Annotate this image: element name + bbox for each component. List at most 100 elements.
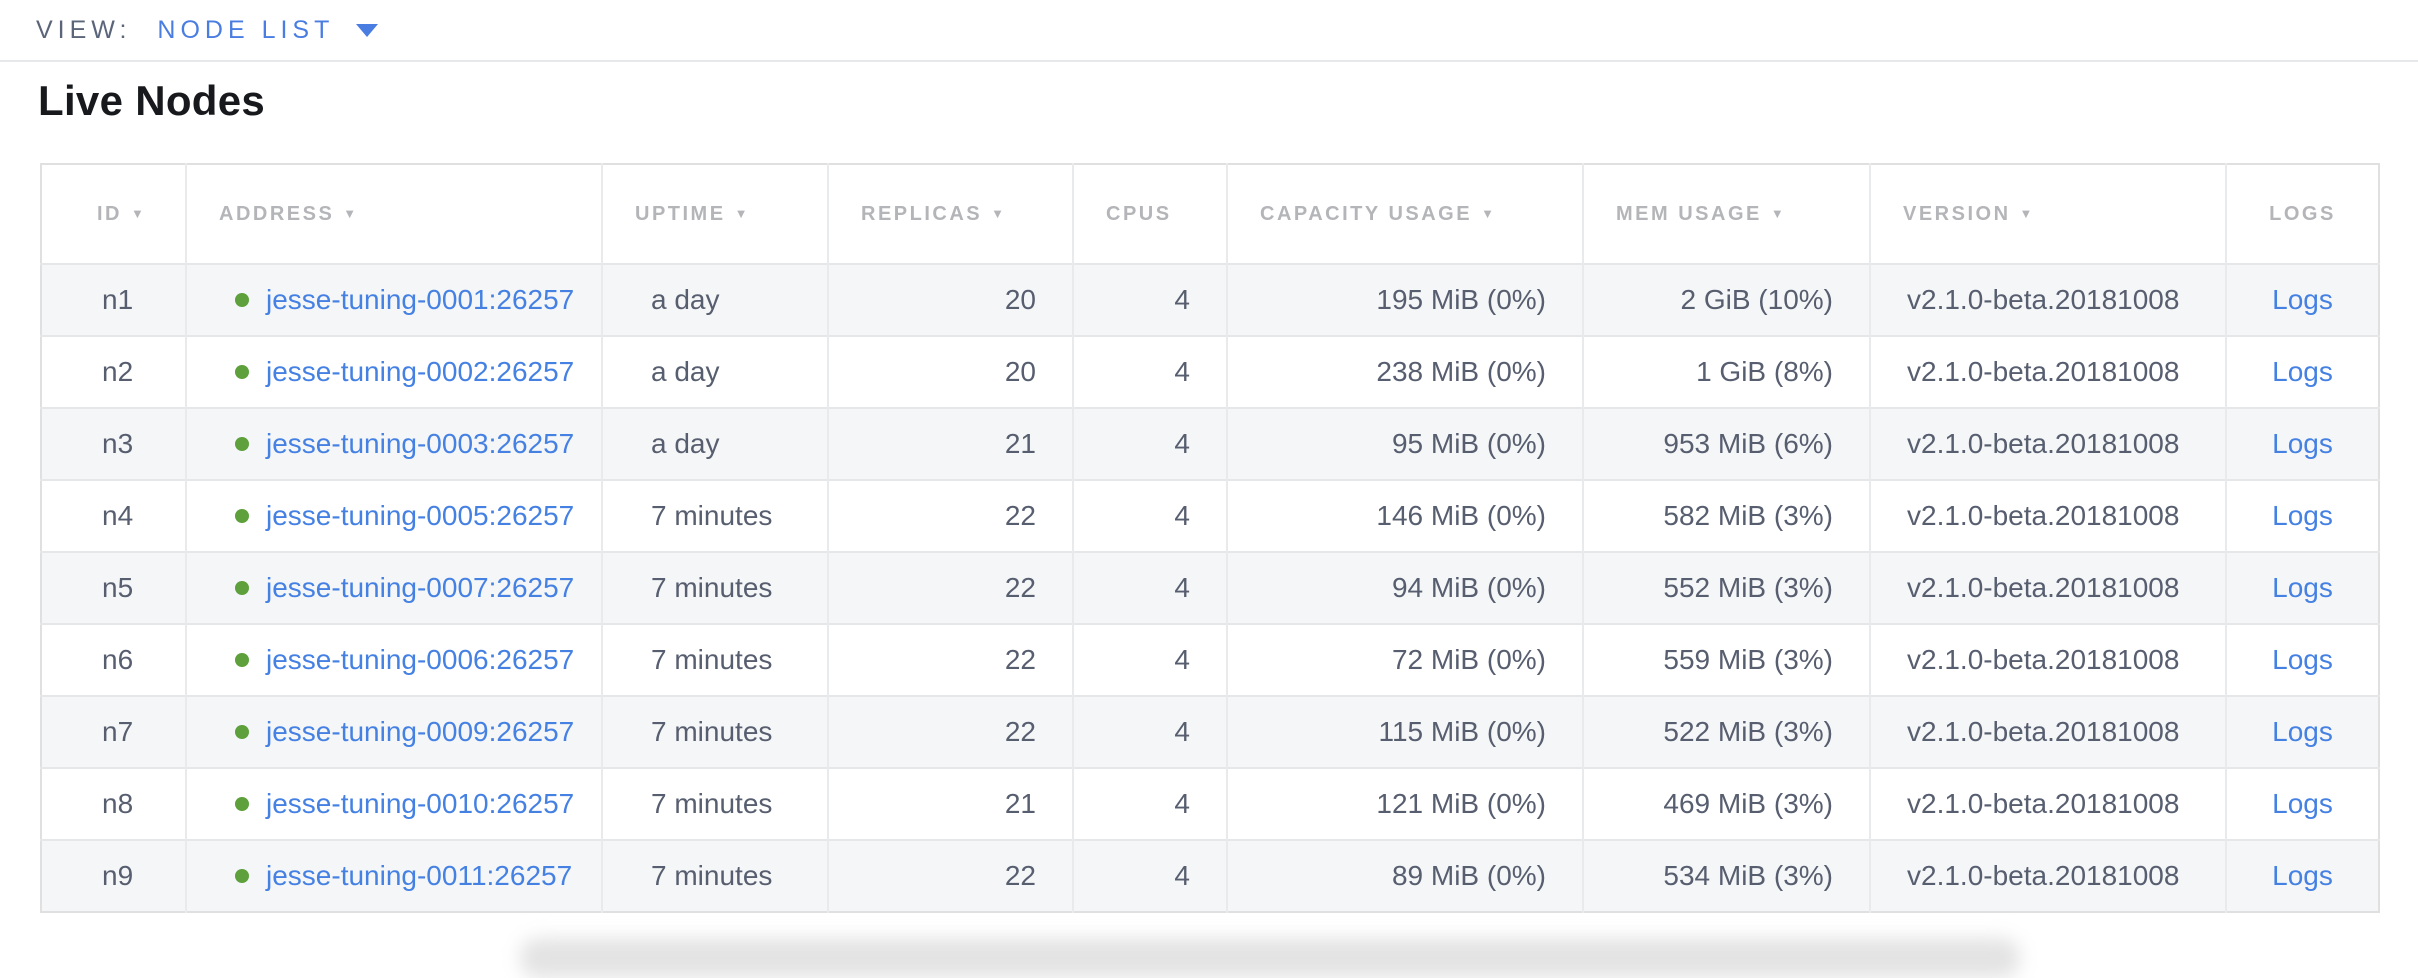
- node-id: n1: [41, 263, 186, 336]
- node-address-cell: jesse-tuning-0007:26257: [185, 551, 602, 624]
- node-live-status-icon: [235, 724, 249, 739]
- node-capacity: 238 MiB (0%): [1226, 335, 1583, 408]
- sort-desc-icon: ▼: [343, 205, 359, 221]
- chevron-down-icon: [356, 23, 379, 37]
- node-address-link[interactable]: jesse-tuning-0011:26257: [266, 860, 573, 891]
- node-live-status-icon: [235, 652, 249, 667]
- view-bar: VIEW: NODE LIST: [0, 0, 2418, 62]
- node-address-link[interactable]: jesse-tuning-0009:26257: [266, 716, 575, 747]
- sort-desc-icon: ▼: [131, 205, 147, 221]
- node-version: v2.1.0-beta.20181008: [1869, 695, 2226, 768]
- node-logs-cell: Logs: [2225, 767, 2379, 840]
- logs-link[interactable]: Logs: [2272, 356, 2333, 387]
- node-version: v2.1.0-beta.20181008: [1869, 767, 2226, 840]
- node-logs-cell: Logs: [2225, 407, 2379, 480]
- node-uptime: a day: [601, 335, 828, 408]
- logs-link[interactable]: Logs: [2272, 860, 2333, 891]
- node-address-cell: jesse-tuning-0001:26257: [185, 263, 602, 336]
- node-version: v2.1.0-beta.20181008: [1869, 623, 2226, 696]
- node-version: v2.1.0-beta.20181008: [1869, 551, 2226, 624]
- column-header-mem[interactable]: MEM USAGE ▼: [1582, 164, 1870, 264]
- node-cpus: 4: [1072, 335, 1227, 408]
- node-version: v2.1.0-beta.20181008: [1869, 335, 2226, 408]
- node-uptime: 7 minutes: [601, 695, 828, 768]
- node-uptime: a day: [601, 263, 828, 336]
- node-uptime: 7 minutes: [601, 551, 828, 624]
- node-address-cell: jesse-tuning-0009:26257: [185, 695, 602, 768]
- column-label: CPUS: [1106, 202, 1172, 225]
- logs-link[interactable]: Logs: [2272, 284, 2333, 315]
- column-label: MEM USAGE: [1616, 202, 1762, 225]
- node-replicas: 22: [827, 479, 1073, 552]
- node-capacity: 146 MiB (0%): [1226, 479, 1583, 552]
- logs-link[interactable]: Logs: [2272, 788, 2333, 819]
- node-address-link[interactable]: jesse-tuning-0006:26257: [266, 644, 575, 675]
- node-address-cell: jesse-tuning-0005:26257: [185, 479, 602, 552]
- node-live-status-icon: [235, 796, 249, 811]
- logs-link[interactable]: Logs: [2272, 644, 2333, 675]
- column-header-version[interactable]: VERSION ▼: [1869, 164, 2226, 264]
- node-replicas: 20: [827, 335, 1073, 408]
- sort-desc-icon: ▼: [1770, 205, 1787, 221]
- logs-link[interactable]: Logs: [2272, 716, 2333, 747]
- node-capacity: 89 MiB (0%): [1226, 839, 1583, 912]
- node-mem: 534 MiB (3%): [1582, 839, 1870, 912]
- node-row-n1: n1 jesse-tuning-0001:26257 a day 20 4 195 MiB…: [41, 263, 2379, 336]
- node-mem: 522 MiB (3%): [1582, 695, 1870, 768]
- node-mem: 469 MiB (3%): [1582, 767, 1870, 840]
- node-replicas: 22: [827, 551, 1073, 624]
- column-label: VERSION: [1903, 202, 2011, 225]
- node-capacity: 121 MiB (0%): [1226, 767, 1583, 840]
- column-header-address[interactable]: ADDRESS ▼: [185, 164, 602, 264]
- column-header-uptime[interactable]: UPTIME ▼: [601, 164, 828, 264]
- node-id: n9: [41, 839, 186, 912]
- node-id: n6: [41, 623, 186, 696]
- column-label: REPLICAS: [861, 202, 983, 225]
- page-title: Live Nodes: [38, 77, 266, 124]
- node-cpus: 4: [1072, 767, 1227, 840]
- node-live-status-icon: [235, 580, 249, 595]
- node-id: n5: [41, 551, 186, 624]
- node-address-link[interactable]: jesse-tuning-0007:26257: [266, 572, 575, 603]
- column-header-logs: LOGS: [2225, 164, 2379, 264]
- node-address-link[interactable]: jesse-tuning-0010:26257: [266, 788, 575, 819]
- node-replicas: 20: [827, 263, 1073, 336]
- column-label: LOGS: [2269, 202, 2336, 225]
- logs-link[interactable]: Logs: [2272, 500, 2333, 531]
- node-cpus: 4: [1072, 623, 1227, 696]
- node-replicas: 22: [827, 623, 1073, 696]
- column-label: CAPACITY USAGE: [1260, 202, 1473, 225]
- below-fold-section-shadow: [520, 938, 2020, 978]
- node-logs-cell: Logs: [2225, 479, 2379, 552]
- node-mem: 953 MiB (6%): [1582, 407, 1870, 480]
- node-id: n7: [41, 695, 186, 768]
- table-header-row: ID ▼ ADDRESS ▼ UPTIME ▼ REPLICAS ▼ CPUS CAPACITY …: [41, 164, 2379, 264]
- node-address-link[interactable]: jesse-tuning-0003:26257: [266, 428, 575, 459]
- column-header-replicas[interactable]: REPLICAS ▼: [827, 164, 1073, 264]
- view-selector-dropdown[interactable]: NODE LIST: [157, 16, 379, 45]
- node-address-link[interactable]: jesse-tuning-0002:26257: [266, 356, 575, 387]
- logs-link[interactable]: Logs: [2272, 428, 2333, 459]
- node-address-cell: jesse-tuning-0006:26257: [185, 623, 602, 696]
- logs-link[interactable]: Logs: [2272, 572, 2333, 603]
- node-uptime: a day: [601, 407, 828, 480]
- column-header-cpus: CPUS: [1072, 164, 1227, 264]
- node-row-n9: n9 jesse-tuning-0011:26257 7 minutes 22 4 89 …: [41, 839, 2379, 912]
- sort-desc-icon: ▼: [1481, 205, 1497, 221]
- node-logs-cell: Logs: [2225, 695, 2379, 768]
- node-row-n5: n5 jesse-tuning-0007:26257 7 minutes 22 4 94 …: [41, 551, 2379, 624]
- node-address-link[interactable]: jesse-tuning-0001:26257: [266, 284, 575, 315]
- node-address-link[interactable]: jesse-tuning-0005:26257: [266, 500, 575, 531]
- live-nodes-table: ID ▼ ADDRESS ▼ UPTIME ▼ REPLICAS ▼ CPUS CAPACITY …: [40, 163, 2380, 913]
- column-header-id[interactable]: ID ▼: [41, 164, 186, 264]
- node-uptime: 7 minutes: [601, 767, 828, 840]
- node-replicas: 22: [827, 839, 1073, 912]
- node-cpus: 4: [1072, 479, 1227, 552]
- column-header-capacity[interactable]: CAPACITY USAGE ▼: [1226, 164, 1583, 264]
- node-logs-cell: Logs: [2225, 263, 2379, 336]
- sort-desc-icon: ▼: [2019, 205, 2035, 221]
- node-address-cell: jesse-tuning-0010:26257: [185, 767, 602, 840]
- column-label: ID: [97, 202, 122, 225]
- node-capacity: 115 MiB (0%): [1226, 695, 1583, 768]
- column-label: UPTIME: [635, 202, 726, 225]
